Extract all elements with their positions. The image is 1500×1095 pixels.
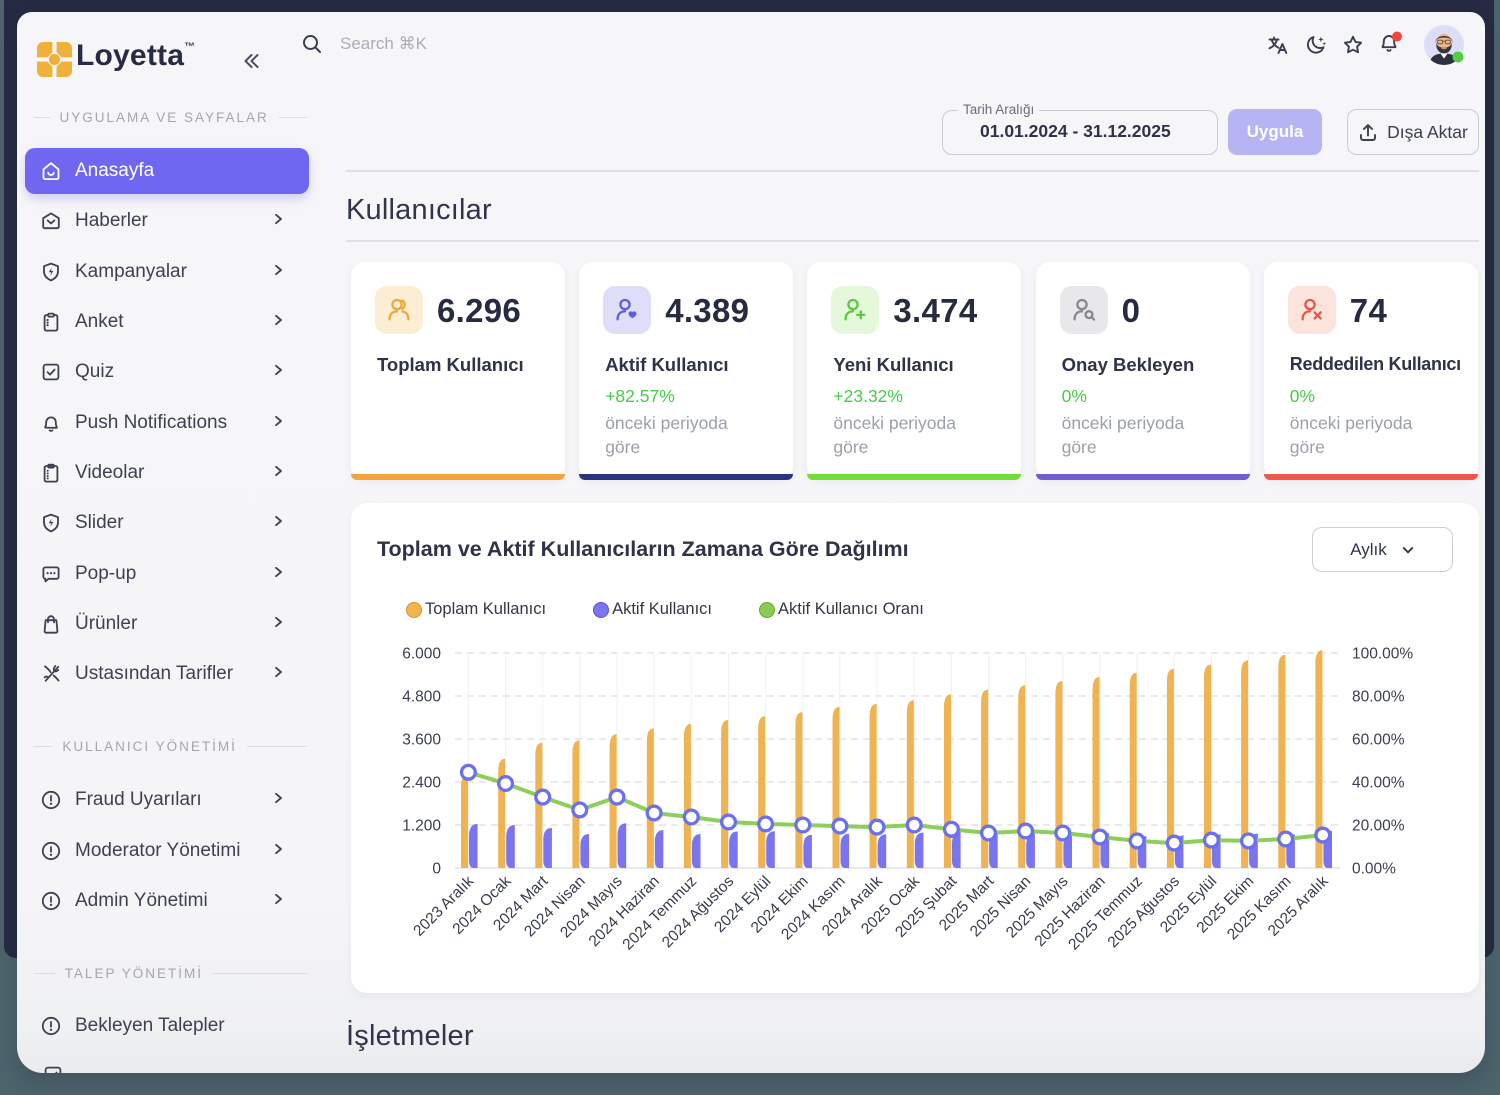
svg-text:40.00%: 40.00% xyxy=(1352,775,1405,792)
svg-text:100.00%: 100.00% xyxy=(1352,646,1413,663)
svg-text:60.00%: 60.00% xyxy=(1352,732,1405,749)
svg-text:0: 0 xyxy=(432,861,441,878)
svg-text:20.00%: 20.00% xyxy=(1352,818,1405,835)
svg-text:3.600: 3.600 xyxy=(402,732,441,749)
svg-text:80.00%: 80.00% xyxy=(1352,689,1405,706)
svg-text:6.000: 6.000 xyxy=(402,646,441,663)
svg-text:0.00%: 0.00% xyxy=(1352,861,1396,878)
svg-text:1.200: 1.200 xyxy=(402,818,441,835)
svg-text:2.400: 2.400 xyxy=(402,775,441,792)
svg-text:4.800: 4.800 xyxy=(402,689,441,706)
